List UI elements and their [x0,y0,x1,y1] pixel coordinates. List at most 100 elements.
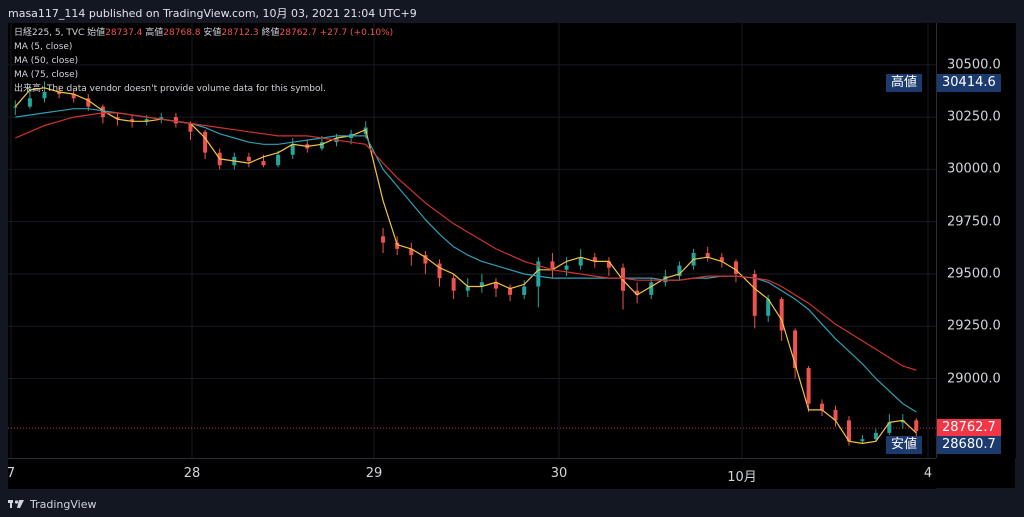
candle-body [159,117,164,120]
candle-body [479,282,484,287]
time-tick-label: 29 [365,466,383,481]
footer: TradingView [8,497,96,511]
candle-body [635,290,640,295]
price-tick-label: 30500.0 [947,57,1001,73]
price-tick-label: 30000.0 [947,161,1001,177]
candle-body [437,263,442,279]
legend-ma5[interactable]: MA (5, close) [14,42,73,52]
legend-high-label: 高値 [145,28,164,38]
chart-frame[interactable]: 日経225, 5, TVC 始値28737.4 高値28768.8 安値2871… [6,23,1016,489]
candle-body [719,257,724,262]
candle-body [71,94,76,99]
candle-body [705,253,710,258]
time-tick-label: 10月 [727,470,757,485]
candle-body [409,248,414,256]
session-high-value-badge: 30414.6 [937,73,1001,92]
ma5-line [14,87,917,445]
candle-body [451,278,456,291]
plot-area[interactable]: 日経225, 5, TVC 始値28737.4 高値28768.8 安値2871… [8,23,936,458]
candle-body [57,92,62,95]
legend-volume-note: 出来高: The data vendor doesn't provide vol… [14,84,326,94]
legend-ma50[interactable]: MA (50, close) [14,56,79,66]
candle-body [833,409,838,421]
candle-body [677,265,682,277]
legend-open-label: 始値 [87,28,106,38]
time-tick-label: 30 [550,466,568,481]
candle-body [144,119,149,122]
candle-body [649,282,654,295]
candle-body [860,439,865,442]
price-tick-label: 29750.0 [947,214,1001,230]
candle-body [733,261,738,274]
footer-brand: TradingView [30,497,97,511]
publisher-line: masa117_114 published on TradingView.com… [8,7,417,20]
session-high-label-badge: 高値 [886,73,923,92]
legend-close-label: 終値 [261,28,280,38]
candle-body [130,119,135,122]
legend-open-value: 28737.4 [105,28,143,38]
candle-body [793,330,798,369]
candle-body [752,273,757,316]
ma50-line [15,108,917,413]
candle-body [522,286,527,295]
legend-ma75[interactable]: MA (75, close) [14,70,79,80]
candle-body [42,92,47,99]
time-axis[interactable]: 7 28 29 30 10月 4 [6,458,936,489]
candle-body [188,123,193,132]
candle-body [606,261,611,268]
candle-body [27,98,32,107]
candle-body [766,299,771,316]
candle-body [578,257,583,266]
session-low-value-badge: 28680.7 [937,436,1001,455]
candle-body [203,131,208,153]
candle-body [319,142,324,149]
candle-body [914,420,919,431]
price-tick-label: 30250.0 [947,109,1001,125]
candle-body [536,261,541,287]
candle-body [820,403,825,410]
candle-body [86,98,91,107]
legend-low-label: 安値 [203,28,222,38]
price-tick-label: 29250.0 [947,318,1001,334]
price-tick-label: 29000.0 [947,371,1001,387]
price-tick-label: 29500.0 [947,266,1001,282]
candle-body [508,288,513,295]
candle-body [550,261,555,270]
candle-body [493,282,498,289]
candle-body [592,257,597,262]
candle-body [465,286,470,291]
candle-body [806,368,811,404]
ma75-line [15,112,917,371]
candle-body [564,265,569,270]
candle-body [423,255,428,264]
candle-body [887,422,892,433]
legend-low-value: 28712.3 [221,28,259,38]
candle-body [900,420,905,423]
candle-body [261,161,266,166]
candle-body [246,156,251,162]
candle-body [873,432,878,440]
price-axis[interactable]: 30500.0 30250.0 30000.0 29750.0 29500.0 29250… [936,23,1016,458]
candle-body [115,117,120,120]
candle-body [663,276,668,283]
candle-body [395,242,400,249]
price-chart[interactable] [8,23,936,458]
candle-body [13,106,18,108]
candle-body [381,236,386,243]
candle-body [173,117,178,124]
legend-high-value: 28768.8 [163,28,201,38]
time-tick-label: 7 [6,466,16,481]
last-price-badge: 28762.7 [937,419,1001,438]
candle-body [621,267,626,291]
candle-body [846,420,851,442]
time-tick-label: 4 [923,466,933,481]
header-bar: masa117_114 published on TradingView.com… [0,0,1024,22]
legend-symbol: 日経225, 5, TVC [14,28,85,38]
time-tick-label: 28 [183,466,201,481]
candle-body [276,154,281,166]
candle-body [100,106,105,118]
legend-ohlc: 日経225, 5, TVC 始値28737.4 高値28768.8 安値2871… [14,27,393,39]
session-low-label-badge: 安値 [886,436,923,455]
legend-close-value: 28762.7 +27.7 (+0.10%) [279,28,394,38]
candle-body [779,299,784,331]
